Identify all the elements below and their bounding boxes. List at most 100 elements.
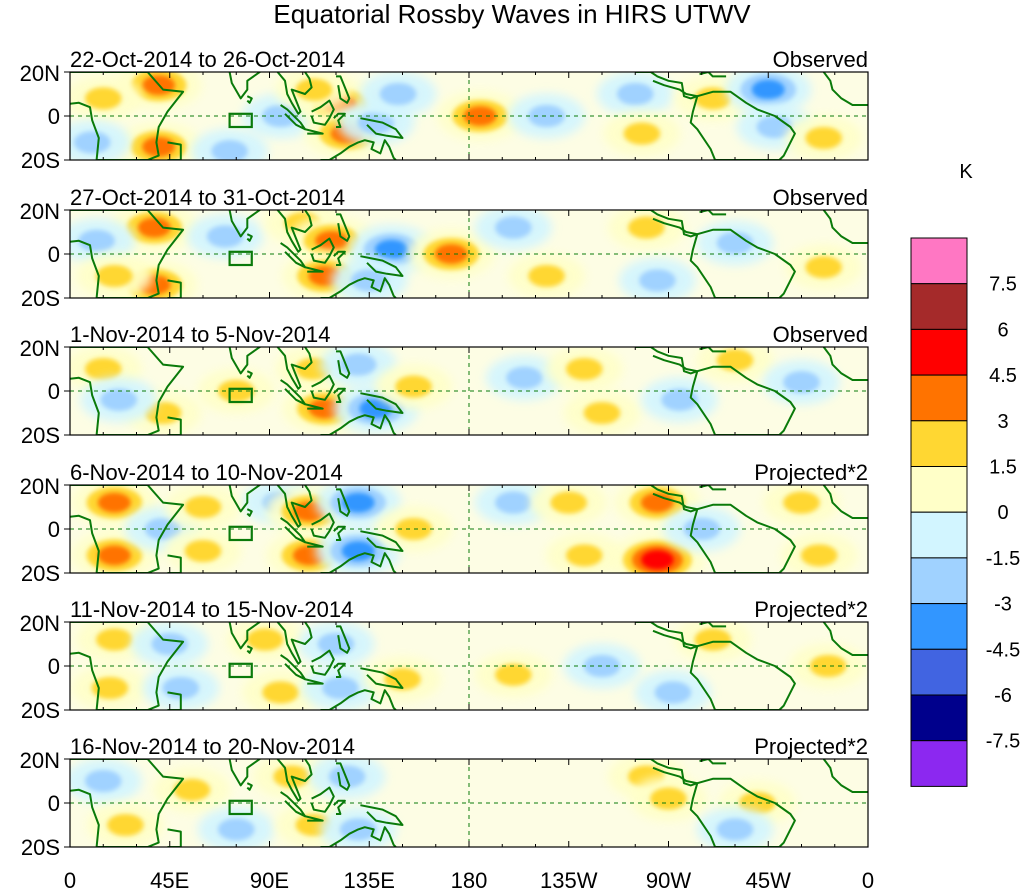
y-tick-label: 20S bbox=[21, 835, 60, 860]
coastline-madagascar bbox=[167, 141, 182, 160]
anomaly-blob bbox=[763, 359, 840, 405]
panel-date-label: 1-Nov-2014 to 5-Nov-2014 bbox=[70, 322, 330, 347]
anomaly-blob bbox=[474, 210, 552, 250]
chart-title: Equatorial Rossby Waves in HIRS UTWV bbox=[273, 0, 751, 29]
coastline-newguinea bbox=[360, 255, 404, 277]
coastline-madagascar bbox=[167, 691, 182, 710]
coastline-sulawesi bbox=[333, 662, 346, 678]
coastlines bbox=[70, 347, 868, 435]
panel-date-label: 16-Nov-2014 to 20-Nov-2014 bbox=[70, 734, 355, 759]
anomaly-blob bbox=[508, 253, 586, 298]
coastline-srilanka bbox=[246, 233, 253, 242]
panel-type-label: Observed bbox=[773, 47, 868, 72]
coastline-australia bbox=[320, 689, 397, 710]
coastline-philippines bbox=[336, 75, 351, 104]
panel-4: 20N 0 20S 6-Nov-2014 to 10-Nov-2014 Projecte… bbox=[20, 460, 869, 586]
y-tick-label: 20N bbox=[20, 61, 60, 86]
coastline-caribbean bbox=[699, 759, 727, 765]
anomaly-blob bbox=[359, 72, 437, 117]
panel-date-label: 11-Nov-2014 to 15-Nov-2014 bbox=[70, 597, 353, 622]
coastline-srilanka bbox=[246, 370, 253, 379]
y-tick-label: 0 bbox=[48, 242, 60, 267]
coastline-southam bbox=[689, 503, 796, 573]
coastline-australia bbox=[320, 277, 397, 298]
coastline-southam bbox=[689, 365, 796, 435]
y-tick-label: 0 bbox=[48, 379, 60, 404]
coastline-india bbox=[227, 72, 262, 100]
coastline-westafrica2 bbox=[822, 210, 868, 244]
coastline-newguinea bbox=[360, 804, 404, 826]
coastline-centralam bbox=[635, 72, 699, 100]
anomaly-blob bbox=[780, 533, 858, 573]
coastline-borneo bbox=[310, 649, 335, 676]
coastline-philippines bbox=[336, 350, 351, 379]
coastline-sulawesi bbox=[333, 250, 346, 266]
region-box bbox=[228, 112, 253, 129]
anomaly-blob bbox=[789, 643, 867, 689]
anomaly-blob bbox=[596, 72, 674, 117]
region-box bbox=[228, 799, 253, 816]
y-tick-label: 0 bbox=[48, 791, 60, 816]
panel-type-label: Observed bbox=[773, 185, 868, 210]
coastline-southam bbox=[689, 228, 796, 298]
coastline-sulawesi bbox=[333, 525, 346, 541]
colorbar-label: 4.5 bbox=[989, 365, 1017, 387]
anomaly-blob bbox=[696, 220, 774, 266]
coastline-westafrica2 bbox=[822, 347, 868, 381]
panel-6: 20N 0 20S 16-Nov-2014 to 20-Nov-2014 Project… bbox=[20, 734, 869, 860]
panel-type-label: Projected*2 bbox=[754, 597, 868, 622]
panel-5: 20N 0 20S 11-Nov-2014 to 15-Nov-2014 Project… bbox=[20, 597, 869, 723]
coastline-philippines bbox=[336, 213, 351, 242]
coastline-westafrica2 bbox=[822, 622, 868, 656]
coastline-indochina bbox=[276, 72, 313, 115]
coastline-philippines bbox=[336, 625, 351, 654]
coastlines bbox=[70, 622, 868, 710]
coastline-sulawesi bbox=[333, 387, 346, 403]
panel-type-label: Observed bbox=[773, 322, 868, 347]
anomaly-blob bbox=[785, 115, 863, 160]
colorbar-swatch bbox=[910, 603, 968, 650]
anomaly-blob bbox=[696, 807, 774, 847]
colorbar-label: -3 bbox=[994, 594, 1012, 616]
x-tick-label: 0 bbox=[64, 868, 76, 890]
anomaly-blob bbox=[197, 368, 275, 414]
coastline-centralam bbox=[635, 485, 699, 513]
x-tick-label: 135E bbox=[344, 868, 395, 890]
anomaly-blob bbox=[191, 128, 269, 160]
anomaly-blob bbox=[508, 93, 586, 139]
coastline-java bbox=[304, 266, 324, 273]
coastline-india bbox=[227, 622, 262, 650]
panel-stack: 20N 0 20S 22-Oct-2014 to 26-Oct-2014 Observe… bbox=[20, 47, 869, 860]
anomaly-blob bbox=[197, 807, 275, 847]
anomaly-blob bbox=[75, 253, 153, 298]
anomaly-blob bbox=[630, 776, 707, 821]
coastline-java bbox=[304, 128, 324, 135]
coastline-borneo bbox=[310, 374, 335, 401]
coastline-australia bbox=[320, 826, 397, 847]
coastline-madagascar bbox=[167, 279, 182, 298]
colorbar-swatch bbox=[910, 740, 968, 787]
region-box bbox=[228, 525, 253, 542]
y-tick-label: 20N bbox=[20, 336, 60, 361]
anomaly-blob bbox=[545, 347, 623, 392]
coastline-africa bbox=[70, 485, 185, 573]
y-tick-label: 20N bbox=[20, 199, 60, 224]
anomaly-blob bbox=[330, 258, 408, 298]
anomaly-blob bbox=[297, 622, 375, 667]
coastline-indochina bbox=[276, 210, 313, 253]
coastline-indochina bbox=[276, 485, 313, 528]
coastline-sumatra bbox=[280, 654, 306, 681]
coastline-newguinea bbox=[360, 392, 404, 414]
x-tick-label: 0 bbox=[862, 868, 874, 890]
anomaly-blob bbox=[242, 670, 320, 710]
y-tick-label: 20S bbox=[21, 148, 60, 173]
anomaly-blob bbox=[80, 377, 158, 423]
anomaly-blob bbox=[364, 656, 441, 702]
coastline-borneo bbox=[310, 237, 335, 264]
coastline-newguinea bbox=[360, 117, 404, 139]
panel-type-label: Projected*2 bbox=[754, 734, 868, 759]
colorbar-label: 6 bbox=[997, 319, 1008, 341]
coastline-sumatra bbox=[280, 104, 306, 131]
region-box bbox=[228, 387, 253, 404]
